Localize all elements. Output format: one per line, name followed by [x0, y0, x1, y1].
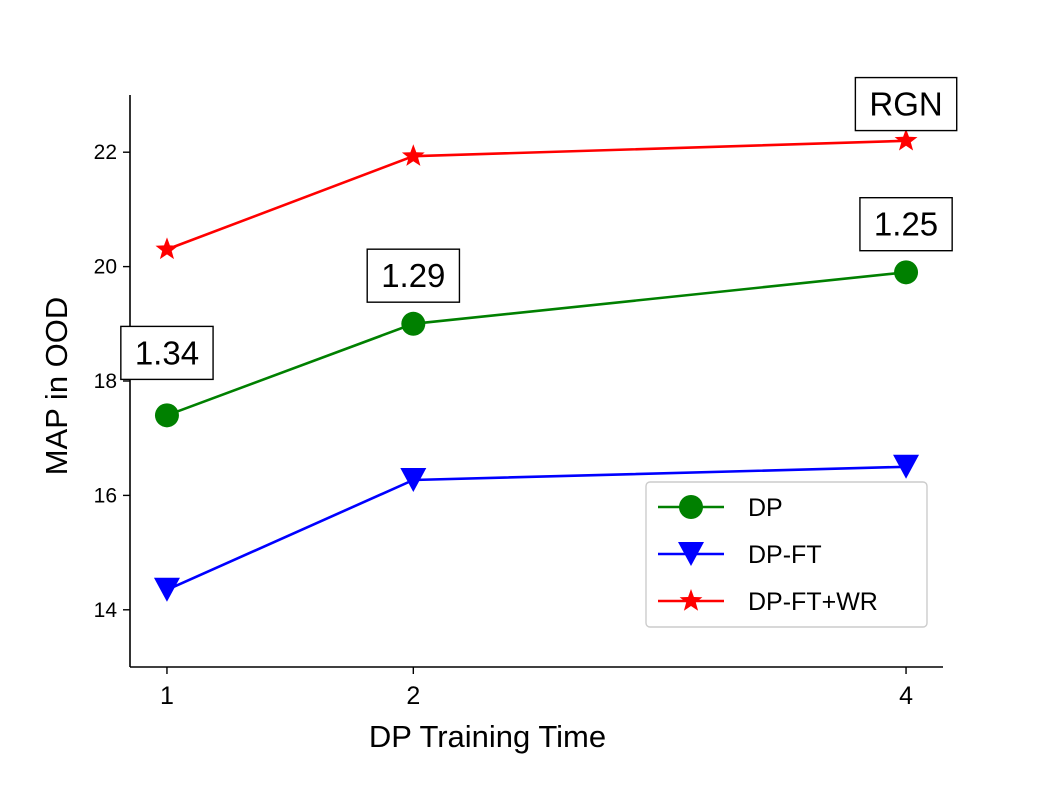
annotation-label: 1.34 — [135, 334, 199, 371]
series-dp — [154, 260, 919, 428]
legend-marker-dp-ft-wr — [679, 589, 703, 611]
data-point-dp — [401, 311, 426, 336]
series-line-dp — [166, 271, 907, 417]
data-point-dp-ft-wr — [894, 128, 918, 151]
annotation-label: 1.25 — [874, 206, 938, 243]
data-point-dp-ft — [153, 577, 180, 602]
x-tick-label: 4 — [899, 682, 913, 710]
data-point-dp — [894, 260, 919, 285]
series-layer — [153, 128, 920, 602]
legend-label-dp-ft: DP-FT — [748, 541, 822, 569]
data-point-dp-ft — [893, 454, 920, 479]
data-point-dp-ft-wr — [401, 144, 425, 166]
data-point-dp-ft — [400, 467, 427, 492]
legend-item-dp: DP — [658, 494, 783, 522]
x-tick-label: 1 — [160, 682, 174, 710]
annotation-layer: 1.34 1.29 1.25 RGN — [120, 76, 958, 381]
legend-frame — [645, 481, 928, 628]
legend-marker-dp-ft — [678, 542, 704, 566]
y-tick-label: 18 — [94, 370, 117, 393]
legend-item-dp-ft: DP-FT — [658, 541, 822, 569]
annotation-box — [120, 325, 214, 381]
legend-label-dp-ft-wr: DP-FT+WR — [748, 588, 878, 616]
series-dp-ft — [153, 454, 920, 602]
y-tick-label: 20 — [94, 256, 117, 279]
series-dp-ft-wr — [155, 128, 918, 260]
annotation-box — [854, 76, 958, 132]
axes: 14 16 18 20 22 1 2 4 DP Training Time MAP in OOD — [39, 95, 943, 754]
series-line-dp-ft-wr — [166, 139, 907, 251]
annotation-box — [859, 196, 953, 252]
data-point-dp-ft-wr — [155, 237, 179, 260]
legend-item-dp-ft-wr: DP-FT+WR — [658, 588, 878, 616]
legend: DP DP-FT DP-FT+WR — [645, 481, 928, 628]
y-tick-label: 22 — [94, 141, 117, 164]
legend-label-dp: DP — [748, 494, 783, 522]
data-point-dp — [154, 403, 179, 428]
y-axis-label: MAP in OOD — [39, 297, 74, 476]
annotation-label: 1.29 — [381, 257, 445, 294]
x-tick-label: 2 — [406, 682, 420, 710]
y-tick-label: 14 — [94, 599, 118, 622]
legend-marker-dp — [679, 495, 703, 519]
x-axis-label: DP Training Time — [369, 719, 606, 754]
annotation-box — [366, 248, 461, 303]
annotation-label: RGN — [869, 86, 942, 123]
y-tick-label: 16 — [94, 484, 117, 507]
